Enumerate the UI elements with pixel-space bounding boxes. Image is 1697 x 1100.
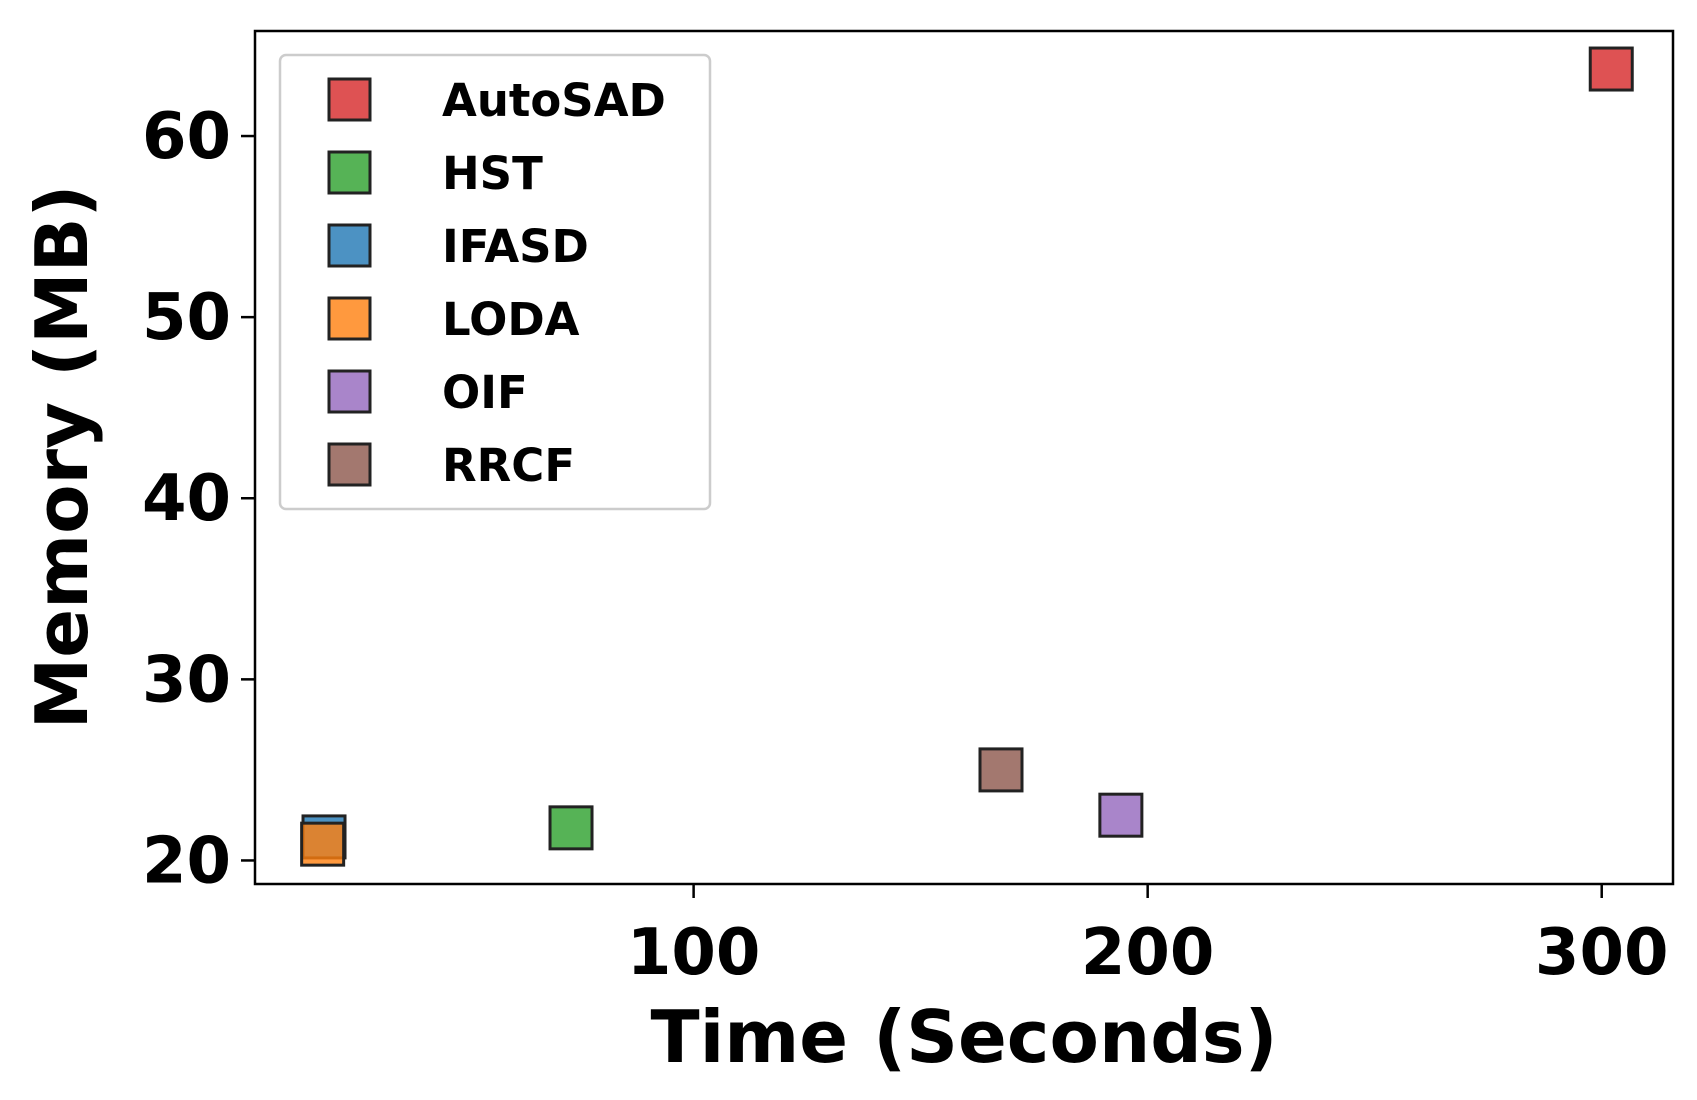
legend-label: HST bbox=[442, 147, 543, 200]
data-points bbox=[300, 46, 1634, 867]
legend-label: RRCF bbox=[442, 439, 575, 492]
y-axis-ticks: 20 30 40 50 60 bbox=[142, 100, 255, 898]
point-autosad bbox=[1588, 46, 1634, 92]
legend: AutoSAD HST IFASD LODA OIF RRCF bbox=[278, 53, 712, 511]
x-axis-ticks: 100 200 300 bbox=[627, 884, 1669, 990]
y-axis-label: Memory (MB) bbox=[20, 185, 104, 730]
legend-label: OIF bbox=[442, 366, 528, 419]
legend-label: AutoSAD bbox=[442, 74, 666, 127]
y-tick-label: 30 bbox=[142, 643, 231, 717]
legend-swatch-autosad bbox=[327, 77, 372, 122]
point-rrcf bbox=[978, 747, 1024, 793]
legend-swatch-rrcf bbox=[327, 442, 372, 487]
legend-swatch-ifasd bbox=[327, 223, 372, 268]
y-tick-label: 40 bbox=[142, 462, 231, 536]
x-tick-label: 100 bbox=[627, 916, 761, 990]
y-tick-label: 50 bbox=[142, 281, 231, 355]
legend-label: IFASD bbox=[442, 220, 589, 273]
legend-swatch-oif bbox=[327, 369, 372, 414]
x-axis-label: Time (Seconds) bbox=[650, 995, 1277, 1079]
x-tick-label: 200 bbox=[1081, 916, 1215, 990]
legend-frame bbox=[278, 53, 712, 511]
x-tick-label: 300 bbox=[1535, 916, 1669, 990]
y-tick-label: 20 bbox=[142, 824, 231, 898]
legend-swatch-loda bbox=[327, 296, 372, 341]
point-oif bbox=[1098, 792, 1144, 838]
y-tick-label: 60 bbox=[142, 100, 231, 174]
legend-label: LODA bbox=[442, 293, 580, 346]
legend-swatch-hst bbox=[327, 150, 372, 195]
point-loda bbox=[300, 821, 346, 867]
point-hst bbox=[548, 805, 594, 851]
